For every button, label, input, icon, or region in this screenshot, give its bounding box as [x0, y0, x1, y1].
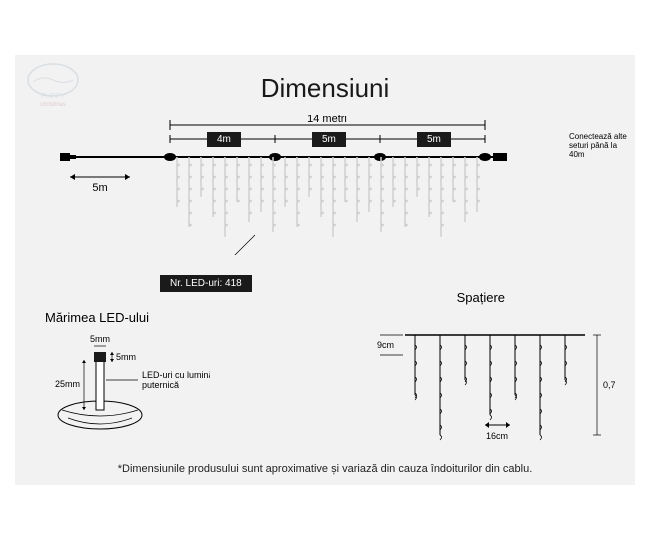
svg-text:5mm: 5mm	[90, 334, 110, 344]
spacing-title: Spațiere	[457, 290, 505, 305]
title: Dimensiuni	[15, 73, 635, 104]
section-2-label: 5m	[312, 132, 346, 147]
led-size-title: Mărimea LED-ului	[45, 310, 149, 325]
nr-leds-label: Nr. LED-uri: 418	[160, 275, 252, 292]
svg-text:9cm: 9cm	[377, 340, 394, 350]
svg-text:25mm: 25mm	[55, 379, 80, 389]
spacing-diagram: 9cm 16cm 0,7m	[375, 315, 615, 455]
diagram-frame: FLIPPY christmas Dimensiuni 14 metri 5m	[15, 55, 635, 485]
footnote: *Dimensiunile produsului sunt aproximati…	[15, 463, 635, 475]
svg-text:0,7m: 0,7m	[603, 380, 615, 390]
section-3-label: 5m	[417, 132, 451, 147]
svg-text:14 metri: 14 metri	[307, 115, 347, 125]
connect-note: Conectează alte seturi până la 40m	[569, 133, 627, 159]
section-1-label: 4m	[207, 132, 241, 147]
led-size-diagram: 5mm 5mm 25mm LED-uri cu luminăputernică	[50, 330, 210, 450]
svg-text:5mm: 5mm	[116, 352, 136, 362]
svg-text:16cm: 16cm	[486, 431, 508, 441]
svg-text:LED-uri cu luminăputernică: LED-uri cu luminăputernică	[142, 370, 210, 390]
main-diagram: 14 metri 5m	[55, 115, 535, 255]
svg-text:5m: 5m	[92, 182, 107, 194]
